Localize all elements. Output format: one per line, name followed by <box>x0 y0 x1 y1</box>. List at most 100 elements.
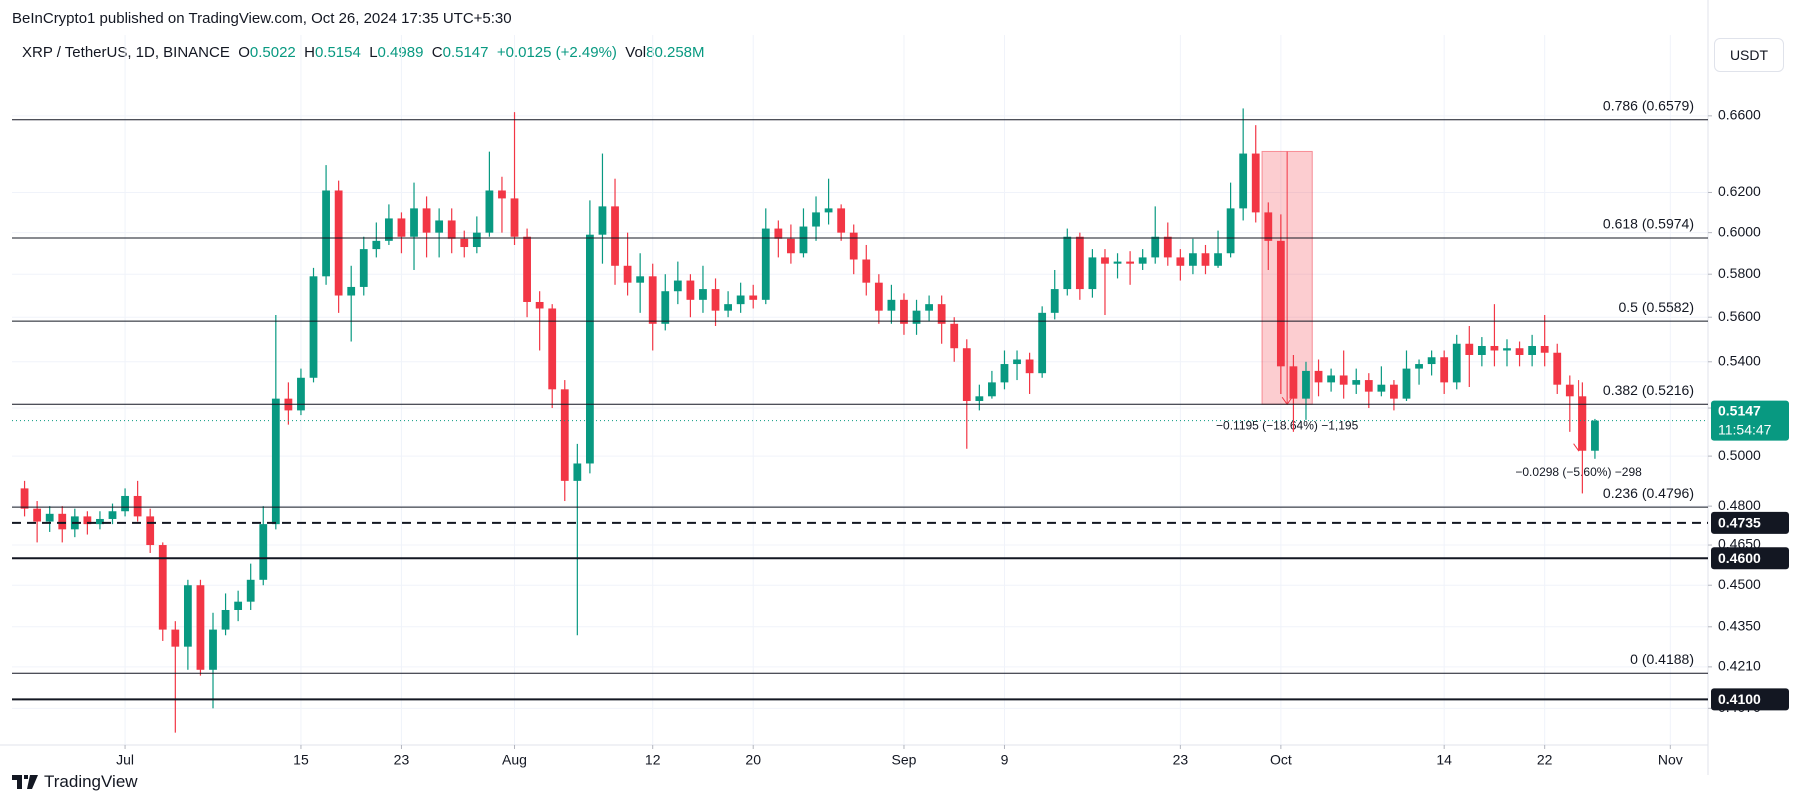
candle-body <box>673 280 682 292</box>
x-tick-label: 22 <box>1537 752 1553 768</box>
x-tick-label: Nov <box>1658 752 1683 768</box>
candle-body <box>121 495 129 512</box>
y-tick-label: 0.4500 <box>1718 576 1761 592</box>
candle-body <box>1314 370 1323 383</box>
candle-body <box>1013 359 1021 365</box>
currency-button[interactable]: USDT <box>1714 38 1784 72</box>
candle-body <box>1264 212 1273 241</box>
candle-body <box>1138 257 1147 264</box>
candle-body <box>874 282 883 311</box>
candle-body <box>523 236 531 302</box>
candle-body <box>1101 257 1109 264</box>
y-tick-label: 0.4210 <box>1718 658 1761 674</box>
candle-body <box>1276 240 1285 367</box>
candle-body <box>636 276 645 283</box>
ohlc-value: 0.5154 <box>314 44 361 61</box>
legend-line: XRP / TetherUS, 1D, BINANCE O0.5022 H0.5… <box>22 44 705 61</box>
candle-body <box>1578 396 1587 451</box>
candle-body <box>1528 345 1537 355</box>
candle-body <box>45 513 54 522</box>
level-tag <box>1711 547 1789 570</box>
candle-body <box>1390 384 1398 399</box>
candle-body <box>1402 368 1411 399</box>
candle-body <box>221 609 230 630</box>
candle-body <box>598 206 607 235</box>
x-tick-label: 9 <box>1001 752 1009 768</box>
published-line: BeInCrypto1 published on TradingView.com… <box>12 10 512 27</box>
x-tick-label: Oct <box>1270 752 1292 768</box>
candle-body <box>1427 357 1436 365</box>
candle-body <box>1490 345 1499 351</box>
ohlc-value: 0.5147 <box>442 44 489 61</box>
candle-body <box>1415 364 1423 369</box>
candle-body <box>761 228 770 300</box>
y-tick-label: 0.5600 <box>1718 308 1761 324</box>
candle-body <box>787 238 795 254</box>
candle-body <box>1440 357 1449 383</box>
candle-body <box>1364 380 1373 392</box>
candle-body <box>460 238 469 248</box>
y-tick-label: 0.4800 <box>1718 497 1761 513</box>
candle-body <box>774 228 783 239</box>
x-tick-label: Aug <box>502 752 527 768</box>
candle-body <box>548 308 557 390</box>
candle-body <box>962 348 971 401</box>
candle-body <box>1452 343 1461 383</box>
candle-body <box>988 382 996 397</box>
candle-body <box>1000 364 1009 383</box>
candle-body <box>322 190 330 277</box>
candle-body <box>1477 345 1486 355</box>
candle-body <box>1126 261 1134 264</box>
logo: TradingView <box>12 772 138 792</box>
candle-body <box>359 249 368 287</box>
candle-body <box>799 226 808 254</box>
candle-body <box>724 304 732 311</box>
candle-body <box>1239 153 1248 209</box>
candle-body <box>1465 343 1474 355</box>
candle-body <box>1075 236 1084 290</box>
fib-label: 0.786 (0.6579) <box>1603 97 1694 113</box>
candle-body <box>1038 312 1047 374</box>
ohlc-value: 0.5022 <box>249 44 296 61</box>
candle-body <box>510 198 519 237</box>
candle-body <box>560 389 569 481</box>
ohlc-key: L <box>369 44 378 61</box>
x-tick-label: 15 <box>293 752 309 768</box>
candle-body <box>1214 253 1222 266</box>
candle-body <box>1176 257 1185 266</box>
candle-body <box>950 323 959 349</box>
x-tick-label: Sep <box>892 752 917 768</box>
candle-body <box>1063 236 1072 290</box>
candle-body <box>1339 375 1348 385</box>
candle-body <box>1565 384 1574 397</box>
candle-body <box>33 508 42 522</box>
y-tick-label: 0.5800 <box>1718 265 1761 281</box>
candle-body <box>812 212 820 227</box>
candle-body <box>824 208 833 213</box>
candle-body <box>397 218 406 237</box>
candle-body <box>699 289 707 300</box>
candle-body <box>422 208 431 233</box>
candle-body <box>96 518 104 525</box>
candle-body <box>975 396 984 401</box>
candle-body <box>259 524 268 580</box>
y-tick-label: 0.6000 <box>1718 223 1761 239</box>
level-tag-label: 0.4735 <box>1718 515 1761 531</box>
measure-label: −0.1195 (−18.64%) −1,195 <box>1216 418 1359 432</box>
candle-body <box>410 208 418 237</box>
volume-value: 80.258M <box>646 44 705 61</box>
y-tick-label: 0.4350 <box>1718 617 1761 633</box>
symbol: XRP / TetherUS, 1D, BINANCE <box>22 44 230 61</box>
candle-body <box>1201 253 1210 266</box>
candle-body <box>58 513 67 530</box>
candle-body <box>1189 253 1197 266</box>
candle-body <box>334 190 343 296</box>
candle-body <box>1226 208 1235 254</box>
candle-body <box>297 377 305 411</box>
candle-body <box>83 516 92 525</box>
candle-body <box>435 220 444 233</box>
level-tag-label: 0.4600 <box>1718 550 1761 566</box>
candle-body <box>133 495 142 517</box>
candle-body <box>1302 370 1310 399</box>
